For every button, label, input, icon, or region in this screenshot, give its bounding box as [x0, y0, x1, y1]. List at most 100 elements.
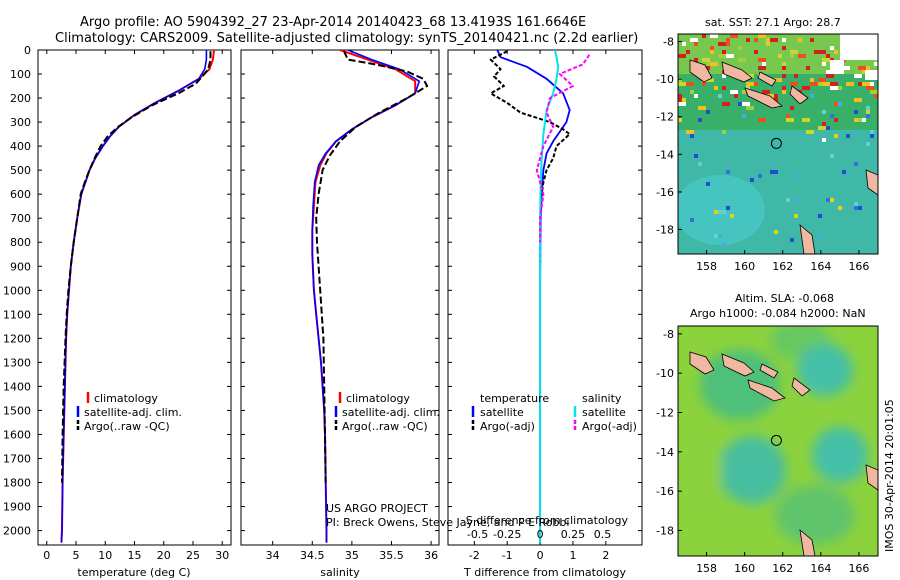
sst-pixel	[742, 90, 746, 94]
depth-tick-label: 300	[10, 116, 31, 129]
sst-pixel	[822, 138, 826, 142]
sst-pixel	[854, 98, 862, 102]
sst-pixel	[830, 82, 838, 86]
series-line-satellite-adj-clim-	[311, 50, 421, 543]
depth-tick-label: 600	[10, 188, 31, 201]
sst-pixel	[810, 94, 814, 98]
sst-pixel	[722, 210, 726, 214]
island-land	[689, 351, 715, 375]
sst-pixel	[702, 34, 706, 38]
salinity-lines	[311, 50, 429, 543]
temperature-axis-label: temperature (deg C)	[77, 566, 190, 579]
sla-blob	[678, 430, 722, 510]
sst-pixel	[690, 218, 694, 222]
depth-tick-label: 1000	[3, 284, 31, 297]
sst-pixel	[710, 34, 718, 38]
map-x-tick-label: 164	[810, 260, 831, 273]
sst-pixel	[862, 118, 866, 122]
map-x-tick-label: 160	[734, 562, 755, 575]
sst-pixel	[738, 58, 746, 62]
sst-pixel	[818, 234, 822, 238]
depth-tick-label: 0	[24, 44, 31, 57]
sst-pixel	[758, 58, 766, 62]
sst-pixel	[862, 82, 870, 86]
legend-label-satellite: satellite-adj. clim.	[84, 406, 182, 419]
sla-blob	[797, 344, 853, 396]
legend-label-s-argo: Argo(-adj)	[582, 420, 637, 433]
x-tick-label: 0	[537, 549, 544, 562]
sst-pixel	[706, 62, 710, 66]
difference-legend: temperature salinity satellite Argo(-adj…	[471, 392, 637, 433]
sla-map-field	[678, 326, 878, 556]
legend-header-salinity: salinity	[582, 392, 622, 405]
sst-pixel	[854, 110, 858, 114]
sla-coastlines	[689, 351, 878, 556]
sst-pixel	[866, 66, 870, 70]
sst-pixel	[710, 46, 714, 50]
map-x-tick-label: 164	[810, 562, 831, 575]
sst-pixel	[842, 170, 846, 174]
sst-pixel	[694, 58, 698, 62]
sst-coastlines	[689, 59, 878, 254]
sst-pixel	[738, 46, 742, 50]
sst-pixel	[726, 54, 734, 58]
sst-pixel	[790, 54, 794, 58]
legend-label-s-satellite: satellite	[582, 406, 626, 419]
sst-map-ticks: 158 160 162 164 166 -8 -10 -12 -14 -16 -18	[656, 36, 869, 273]
sst-pixel	[854, 202, 858, 206]
depth-tick-label: 1900	[3, 501, 31, 514]
t-difference-axis-label: T difference from climatology	[463, 566, 626, 579]
series-line-temperature-argo-adj-	[489, 50, 571, 267]
sst-pixel	[686, 50, 690, 54]
sst-pixel	[726, 38, 730, 42]
sst-pixel	[754, 82, 758, 86]
sst-pixel	[786, 118, 794, 122]
sst-pixel	[782, 74, 786, 78]
depth-tick-label: 400	[10, 140, 31, 153]
map-y-tick-label: -12	[656, 406, 674, 419]
island-land	[865, 464, 878, 491]
sst-pixel	[758, 174, 762, 178]
x-tick-label: 2	[602, 549, 609, 562]
depth-tick-label: 100	[10, 68, 31, 81]
series-line-argo-raw-qc-	[61, 51, 212, 483]
difference-panel-frame	[447, 49, 643, 546]
sst-pixel	[866, 142, 870, 146]
island-land	[689, 59, 713, 83]
sst-pixel	[818, 78, 826, 82]
sst-pixel	[838, 86, 842, 90]
map-x-tick-label: 166	[848, 562, 869, 575]
x-tick-label: 34.5	[300, 549, 325, 562]
x-tick-label: -2	[469, 549, 480, 562]
sst-pixel	[782, 90, 786, 94]
sst-pixel	[798, 38, 802, 42]
sst-pixel	[854, 130, 858, 134]
sst-missing-data	[830, 60, 844, 74]
map-y-tick-label: -10	[656, 367, 674, 380]
sst-missing-data	[840, 34, 878, 60]
sst-pixel	[834, 134, 838, 138]
figure-title: Argo profile: AO 5904392_27 23-Apr-2014 …	[80, 15, 586, 30]
legend-label-t-argo: Argo(-adj)	[480, 420, 535, 433]
map-x-tick-label: 160	[734, 260, 755, 273]
sst-pixel	[682, 82, 686, 86]
sst-pixel	[874, 62, 878, 66]
sst-pixel	[854, 74, 862, 78]
sst-pixel	[810, 82, 818, 86]
map-y-tick-label: -16	[656, 485, 674, 498]
map-x-tick-label: 158	[696, 562, 717, 575]
sst-pixel	[742, 114, 746, 118]
map-y-tick-label: -14	[656, 148, 674, 161]
map-y-tick-label: -14	[656, 446, 674, 459]
sst-pixel	[834, 118, 838, 122]
map-y-tick-label: -12	[656, 111, 674, 124]
sst-pixel	[782, 38, 786, 42]
sst-pixel	[714, 210, 718, 214]
x-tick-label: 34	[266, 549, 280, 562]
sst-pixel	[678, 78, 682, 82]
sst-pixel	[718, 234, 722, 238]
sst-pixel	[846, 134, 850, 138]
sst-pixel	[822, 62, 826, 66]
sst-pixel	[818, 126, 826, 130]
